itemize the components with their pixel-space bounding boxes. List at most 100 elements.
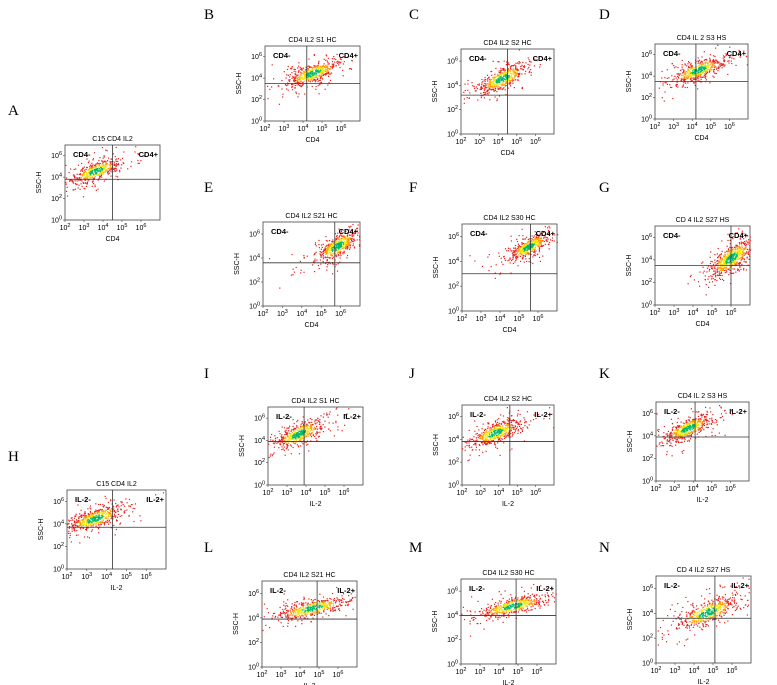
- scatter-point: [694, 69, 696, 71]
- scatter-point: [320, 244, 323, 246]
- scatter-point: [714, 259, 716, 261]
- scatter-point: [307, 69, 309, 71]
- scatter-point: [511, 260, 513, 262]
- scatter-point: [315, 432, 317, 434]
- scatter-point: [299, 79, 301, 81]
- scatter-point: [722, 57, 724, 59]
- scatter-point: [305, 433, 307, 435]
- x-tick-label: 103: [476, 314, 487, 323]
- scatter-point: [80, 523, 82, 525]
- scatter-point: [110, 158, 112, 160]
- scatter-point: [714, 266, 716, 268]
- scatter-point: [516, 249, 518, 251]
- scatter-point: [334, 248, 336, 250]
- scatter-point: [512, 254, 514, 257]
- x-tick-label: 106: [339, 488, 350, 497]
- scatter-point: [295, 434, 297, 436]
- scatter-point: [291, 253, 293, 256]
- scatter-point: [746, 256, 748, 258]
- scatter-point: [521, 250, 523, 252]
- scatter-point: [138, 162, 140, 165]
- scatter-point: [333, 55, 335, 58]
- scatter-point: [516, 253, 518, 255]
- scatter-point: [526, 260, 528, 262]
- scatter-point: [353, 246, 355, 248]
- scatter-point: [524, 247, 526, 249]
- scatter-point: [321, 66, 323, 68]
- scatter-point: [735, 249, 738, 251]
- scatter-point: [690, 72, 692, 74]
- scatter-point: [92, 166, 94, 169]
- scatter-point: [323, 413, 325, 415]
- scatter-point: [513, 255, 515, 257]
- scatter-point: [80, 177, 82, 179]
- scatter-point: [719, 259, 721, 261]
- scatter-point: [278, 430, 280, 432]
- scatter-point: [341, 430, 343, 432]
- scatter-point: [89, 520, 92, 522]
- scatter-point: [705, 79, 708, 81]
- scatter-point: [684, 72, 686, 74]
- scatter-point: [533, 239, 535, 241]
- scatter-point: [99, 518, 101, 520]
- scatter-point: [122, 162, 124, 164]
- scatter-point: [107, 507, 109, 509]
- scatter-point: [291, 432, 293, 434]
- scatter-point: [522, 258, 524, 260]
- scatter-point: [76, 520, 78, 522]
- scatter-point: [299, 66, 301, 69]
- scatter-point: [295, 427, 297, 430]
- scatter-point: [313, 73, 315, 75]
- scatter-point: [75, 534, 77, 536]
- scatter-point: [686, 86, 688, 89]
- scatter-point: [99, 524, 101, 526]
- scatter-point: [268, 443, 270, 445]
- scatter-point: [320, 72, 322, 74]
- scatter-point: [131, 504, 133, 506]
- scatter-point: [545, 237, 547, 239]
- scatter-point: [301, 72, 304, 74]
- scatter-point: [324, 426, 326, 428]
- scatter-point: [103, 161, 105, 163]
- scatter-point: [474, 260, 476, 262]
- scatter-point: [344, 244, 347, 246]
- scatter-point: [73, 175, 75, 177]
- scatter-point: [516, 68, 518, 70]
- scatter-point: [322, 70, 324, 72]
- scatter-point: [712, 64, 714, 66]
- scatter-point: [89, 507, 91, 509]
- scatter-point: [78, 517, 80, 519]
- scatter-point: [697, 79, 699, 81]
- scatter-point: [302, 81, 304, 84]
- scatter-point: [487, 92, 489, 95]
- scatter-point: [338, 245, 340, 247]
- scatter-point: [687, 69, 689, 71]
- scatter-point: [109, 165, 111, 167]
- scatter-point: [521, 253, 523, 255]
- scatter-point: [336, 241, 338, 243]
- scatter-point: [538, 246, 540, 248]
- scatter-point: [535, 240, 537, 242]
- scatter-point: [85, 182, 87, 184]
- scatter-point: [714, 284, 716, 286]
- x-tick-label: 105: [511, 137, 522, 146]
- scatter-point: [301, 437, 303, 439]
- scatter-point: [516, 72, 518, 74]
- scatter-point: [688, 70, 690, 72]
- scatter-point: [538, 251, 540, 253]
- scatter-point: [714, 278, 716, 281]
- scatter-point: [339, 243, 341, 245]
- scatter-point: [733, 257, 735, 259]
- scatter-point: [736, 256, 738, 258]
- scatter-point: [325, 69, 327, 71]
- x-tick-label: 105: [320, 488, 331, 497]
- scatter-point: [292, 274, 294, 276]
- scatter-point: [703, 69, 706, 71]
- scatter-point: [720, 268, 723, 270]
- scatter-point: [84, 188, 86, 190]
- scatter-point: [539, 66, 541, 68]
- scatter-point: [92, 524, 94, 526]
- scatter-point: [525, 249, 527, 251]
- scatter-point: [128, 505, 130, 507]
- scatter-point: [317, 417, 319, 419]
